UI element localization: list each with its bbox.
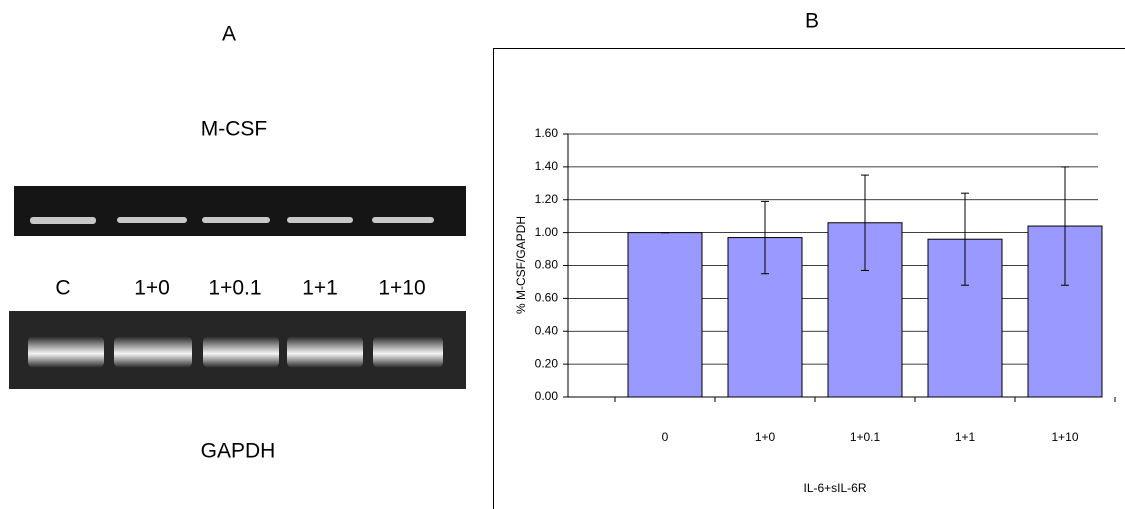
gel-bands [28,336,443,368]
bar [628,233,702,397]
y-tick-label: 1.20 [535,192,559,206]
lane-label: 1+0 [134,277,170,300]
x-tick-label: 1+10 [1051,430,1078,444]
panel-label: B [805,10,819,33]
lane-label: 1+1 [302,277,338,300]
gel-label: GAPDH [201,440,276,463]
figure: A M-CSF GAPDH B IL-6+sIL-6R % M-CSF/GAPD… [0,0,1125,509]
y-tick-label: 0.20 [535,356,559,370]
y-tick-label: 1.60 [535,126,559,140]
x-tick-label: 1+0 [755,430,776,444]
gel-label: M-CSF [201,118,268,141]
panel-label: A [222,23,236,46]
y-tick-label: 1.40 [535,159,559,173]
x-tick-label: 0 [662,430,669,444]
y-axis-label: % M-CSF/GAPDH [514,216,528,314]
x-axis-label: IL-6+sIL-6R [803,481,866,495]
y-tick-label: 0.80 [535,258,559,272]
x-tick-label: 1+1 [955,430,976,444]
y-tick-label: 0.40 [535,323,559,337]
y-tick-label: 0.60 [535,291,559,305]
lane-label: 1+10 [378,277,425,300]
gel-image [14,186,466,236]
y-tick-label: 0.00 [535,389,559,403]
x-tick-label: 1+0.1 [850,430,881,444]
lane-label: 1+0.1 [208,277,261,300]
y-tick-label: 1.00 [535,225,559,239]
lane-label: C [55,277,70,300]
